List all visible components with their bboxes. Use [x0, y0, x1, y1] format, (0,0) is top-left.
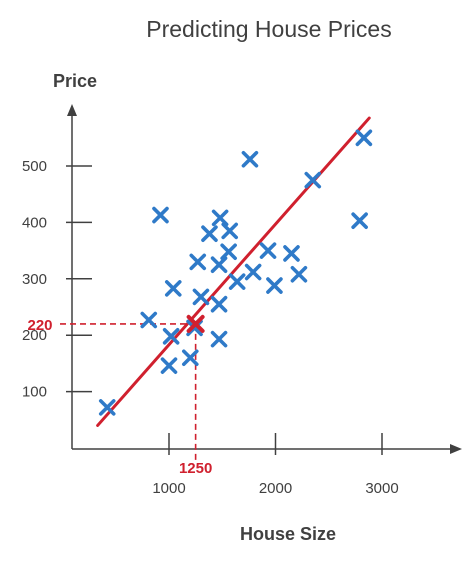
y-tick-label: 100 [22, 384, 47, 401]
data-point-marker [210, 256, 228, 273]
y-tick-label: 200 [22, 327, 47, 344]
highlight-point-marker [186, 314, 205, 333]
data-point-marker [162, 328, 180, 345]
highlight-point-group: 220 1250 [27, 314, 212, 477]
x-axis-title: House Size [240, 524, 336, 544]
data-point-marker [283, 245, 300, 262]
y-axis-arrow [67, 104, 77, 116]
data-points [98, 129, 373, 416]
data-point-marker [228, 273, 246, 290]
data-point-marker [244, 263, 262, 281]
chart-title: Predicting House Prices [146, 16, 391, 42]
data-point-marker [98, 399, 116, 416]
x-tick-label: 3000 [365, 480, 398, 497]
x-axis-arrow [450, 444, 462, 454]
axes: 100 200 300 400 500 1000 2000 3000 [22, 104, 462, 497]
data-point-marker [211, 209, 229, 227]
x-tick-label: 2000 [259, 480, 292, 497]
data-point-marker [160, 357, 178, 374]
data-point-marker [304, 171, 322, 189]
y-axis-title: Price [53, 71, 97, 91]
data-point-marker [355, 129, 373, 147]
data-point-marker [140, 311, 158, 329]
data-point-marker [164, 280, 182, 297]
data-point-marker [266, 277, 283, 294]
data-point-marker [192, 288, 210, 306]
highlight-y-label: 220 [27, 317, 52, 334]
data-point-marker [186, 319, 203, 337]
y-tick-label: 400 [22, 214, 47, 231]
data-point-marker [189, 253, 207, 271]
highlight-x-label: 1250 [179, 460, 212, 477]
data-point-marker [220, 243, 237, 261]
data-point-marker [201, 225, 218, 242]
data-point-marker [221, 222, 239, 240]
highlight-guides [60, 323, 197, 460]
data-point-marker [259, 242, 277, 259]
trend-line-group [96, 116, 371, 427]
data-point-marker [351, 212, 368, 230]
data-point-marker [210, 330, 228, 348]
data-point-marker [210, 295, 228, 313]
data-point-marker [241, 150, 259, 168]
y-tick-label: 500 [22, 158, 47, 175]
y-tick-label: 300 [22, 271, 47, 288]
data-point-marker [182, 349, 199, 367]
data-point-marker [152, 206, 169, 224]
data-point-marker [290, 265, 308, 283]
trend-line [96, 116, 371, 427]
x-tick-label: 1000 [152, 480, 185, 497]
